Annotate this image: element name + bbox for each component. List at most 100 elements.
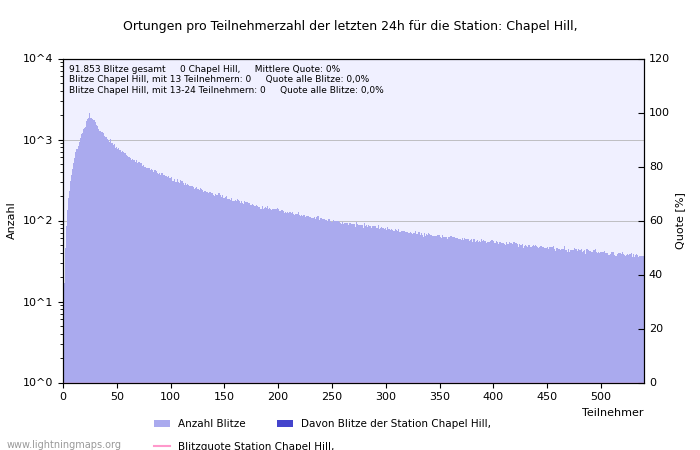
Bar bbox=[550, 247, 551, 450]
Bar bbox=[96, 125, 97, 450]
Bar bbox=[610, 254, 611, 450]
Bar bbox=[367, 227, 368, 450]
Bar bbox=[338, 221, 339, 450]
Bar bbox=[181, 181, 182, 450]
Bar bbox=[467, 238, 468, 450]
Bar bbox=[603, 251, 605, 450]
Bar bbox=[85, 127, 86, 450]
Bar bbox=[183, 183, 184, 450]
Bar bbox=[327, 221, 328, 450]
Bar bbox=[182, 181, 183, 450]
Bar bbox=[120, 152, 122, 450]
Bar bbox=[225, 198, 226, 450]
Bar bbox=[481, 239, 482, 450]
Bar bbox=[498, 244, 499, 450]
Bar bbox=[290, 212, 292, 450]
Bar bbox=[395, 230, 396, 450]
Bar bbox=[321, 218, 322, 450]
Bar bbox=[563, 249, 564, 450]
Bar bbox=[106, 139, 108, 450]
Bar bbox=[479, 242, 480, 450]
Bar bbox=[171, 177, 172, 450]
Bar bbox=[141, 163, 142, 450]
Bar bbox=[351, 224, 352, 450]
Bar bbox=[445, 237, 447, 450]
Bar bbox=[556, 248, 557, 450]
Bar bbox=[76, 149, 78, 450]
Bar bbox=[237, 198, 238, 450]
Bar bbox=[138, 162, 139, 450]
Bar bbox=[146, 168, 148, 450]
Bar bbox=[633, 254, 634, 450]
Bar bbox=[310, 217, 311, 450]
Bar bbox=[74, 158, 76, 450]
Bar bbox=[637, 255, 638, 450]
Bar bbox=[309, 217, 310, 450]
Bar bbox=[412, 234, 413, 450]
Bar bbox=[295, 214, 296, 450]
Bar bbox=[124, 153, 125, 450]
Bar bbox=[417, 232, 419, 450]
Bar bbox=[178, 183, 180, 450]
Bar bbox=[370, 226, 371, 450]
Bar bbox=[510, 243, 511, 450]
Bar bbox=[482, 241, 483, 450]
Bar bbox=[450, 236, 451, 450]
Bar bbox=[533, 246, 535, 450]
Bar bbox=[553, 246, 554, 450]
Bar bbox=[170, 178, 171, 450]
Bar bbox=[256, 205, 257, 450]
Bar bbox=[454, 237, 455, 450]
Bar bbox=[196, 187, 197, 450]
Bar bbox=[634, 257, 635, 450]
Bar bbox=[430, 235, 431, 450]
Bar bbox=[227, 199, 228, 450]
Bar bbox=[140, 163, 141, 450]
Bar bbox=[465, 239, 466, 450]
Bar bbox=[298, 212, 299, 450]
Bar bbox=[371, 228, 372, 450]
Blitzquote Station Chapel Hill, bbox=[560, 380, 568, 385]
Bar bbox=[549, 247, 550, 450]
Bar bbox=[208, 193, 209, 450]
Bar bbox=[471, 238, 472, 450]
Bar bbox=[398, 230, 399, 450]
Bar bbox=[195, 188, 196, 450]
Bar bbox=[270, 209, 271, 450]
Bar bbox=[584, 250, 585, 450]
Bar bbox=[635, 255, 636, 450]
Bar bbox=[521, 245, 522, 450]
Bar bbox=[176, 179, 178, 450]
Bar bbox=[621, 253, 622, 450]
Bar bbox=[90, 118, 92, 450]
Bar bbox=[349, 223, 350, 450]
Bar bbox=[622, 252, 623, 450]
Y-axis label: Quote [%]: Quote [%] bbox=[676, 192, 685, 249]
Bar bbox=[352, 224, 353, 450]
Bar bbox=[258, 207, 260, 450]
Bar bbox=[78, 142, 80, 450]
Bar bbox=[164, 176, 166, 450]
Bar bbox=[406, 232, 407, 450]
Bar bbox=[612, 252, 613, 450]
Bar bbox=[469, 241, 470, 450]
Bar bbox=[339, 222, 340, 450]
Bar bbox=[480, 242, 481, 450]
Bar bbox=[507, 244, 508, 450]
Bar bbox=[273, 209, 274, 450]
Bar bbox=[523, 248, 524, 450]
Bar bbox=[517, 247, 519, 450]
Bar bbox=[116, 147, 118, 450]
Bar bbox=[301, 216, 302, 450]
Bar bbox=[132, 159, 134, 450]
Bar bbox=[346, 223, 348, 450]
Bar bbox=[172, 181, 174, 450]
Bar bbox=[215, 194, 216, 450]
Bar bbox=[496, 242, 497, 450]
Bar bbox=[254, 206, 255, 450]
Bar bbox=[373, 226, 374, 450]
Bar bbox=[439, 235, 440, 450]
Bar bbox=[489, 241, 491, 450]
Bar bbox=[152, 170, 153, 450]
Bar bbox=[386, 230, 387, 450]
